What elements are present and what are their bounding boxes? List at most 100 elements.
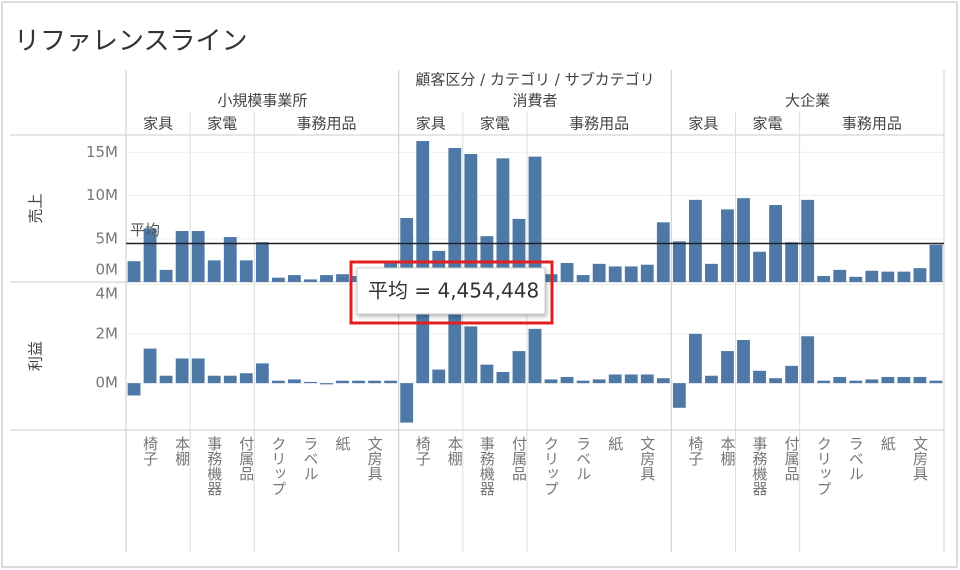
bar bbox=[448, 147, 462, 282]
bar bbox=[656, 378, 670, 384]
row-label: 売上 bbox=[27, 193, 45, 223]
bar bbox=[207, 375, 221, 384]
bar bbox=[688, 199, 702, 282]
bar bbox=[785, 242, 799, 282]
bar bbox=[640, 374, 654, 384]
bar bbox=[143, 228, 157, 282]
bar bbox=[560, 376, 574, 384]
x-tick-label: 事務機器 bbox=[478, 436, 496, 496]
bar bbox=[913, 376, 927, 384]
bar bbox=[785, 365, 799, 384]
bar bbox=[512, 218, 526, 282]
bar bbox=[480, 364, 494, 384]
bar bbox=[464, 154, 478, 282]
bar bbox=[897, 271, 911, 282]
bar bbox=[191, 230, 205, 282]
bar bbox=[929, 244, 943, 282]
bar bbox=[400, 218, 414, 282]
bar bbox=[223, 375, 237, 384]
category-label: 事務用品 bbox=[569, 115, 629, 133]
reference-label: 平均 bbox=[130, 221, 160, 239]
bar bbox=[753, 370, 766, 384]
x-tick-label: ラベル bbox=[574, 436, 592, 481]
x-tick-label: ラベル bbox=[847, 436, 865, 481]
bar bbox=[223, 237, 237, 282]
bar bbox=[528, 328, 542, 384]
x-tick-label: 文房具 bbox=[366, 436, 384, 481]
x-tick-label: 付属品 bbox=[510, 436, 528, 481]
bar bbox=[159, 269, 173, 282]
bar bbox=[881, 376, 895, 384]
segment-label: 消費者 bbox=[512, 92, 557, 110]
y-tick-label: 0M bbox=[96, 261, 119, 279]
x-tick-label: クリップ bbox=[815, 436, 833, 496]
x-tick-label: 文房具 bbox=[911, 436, 929, 481]
bar bbox=[336, 380, 349, 384]
segment-label: 小規模事業所 bbox=[217, 92, 307, 110]
bar bbox=[304, 279, 317, 282]
bar bbox=[849, 276, 863, 282]
x-tick-label: 付属品 bbox=[783, 436, 801, 481]
bar bbox=[175, 358, 189, 384]
y-tick-label: 2M bbox=[96, 324, 119, 342]
category-label: 家電 bbox=[207, 115, 237, 133]
column-header: 顧客区分 / カテゴリ / サブカテゴリ bbox=[415, 71, 654, 89]
tooltip: 平均 = 4,454,448 bbox=[349, 260, 554, 325]
bar bbox=[721, 351, 734, 384]
highlight-box bbox=[349, 260, 554, 325]
segment-label: 大企業 bbox=[785, 92, 830, 110]
bar bbox=[640, 264, 654, 282]
x-tick-label: 椅子 bbox=[414, 436, 432, 466]
bar bbox=[624, 266, 638, 282]
tooltip-box bbox=[356, 267, 546, 315]
bar bbox=[592, 263, 606, 282]
x-tick-label: クリップ bbox=[269, 436, 287, 496]
chart-title: リファレンスライン bbox=[14, 27, 247, 57]
bar bbox=[271, 380, 285, 384]
bar bbox=[528, 156, 542, 282]
row-label: 利益 bbox=[27, 341, 45, 371]
x-tick-label: 付属品 bbox=[237, 436, 255, 481]
y-tick-label: 0M bbox=[96, 374, 119, 392]
bar bbox=[255, 242, 269, 282]
bar bbox=[432, 369, 446, 384]
bar bbox=[320, 275, 333, 282]
bar bbox=[191, 358, 205, 384]
x-tick-label: 椅子 bbox=[686, 436, 704, 466]
bar bbox=[672, 383, 686, 408]
bar bbox=[753, 251, 766, 282]
bar bbox=[239, 373, 253, 384]
bar bbox=[512, 351, 526, 384]
x-tick-label: 本棚 bbox=[173, 436, 191, 466]
bar bbox=[592, 379, 606, 384]
bar bbox=[143, 348, 157, 384]
bar bbox=[929, 380, 943, 384]
bar bbox=[560, 262, 574, 282]
x-tick-label: クリップ bbox=[542, 436, 560, 496]
bar bbox=[865, 379, 879, 384]
x-tick-label: 本棚 bbox=[718, 436, 736, 466]
y-tick-label: 15M bbox=[86, 143, 118, 161]
x-tick-label: 紙 bbox=[606, 436, 624, 452]
bar bbox=[464, 326, 478, 384]
bar bbox=[544, 379, 558, 384]
bar bbox=[127, 261, 141, 282]
bar bbox=[255, 363, 269, 384]
bar bbox=[833, 376, 847, 384]
x-tick-label: 椅子 bbox=[141, 436, 159, 466]
category-label: 家電 bbox=[480, 115, 510, 133]
bar bbox=[496, 372, 510, 384]
bar bbox=[336, 274, 349, 282]
bar bbox=[801, 336, 815, 384]
bar bbox=[287, 379, 301, 384]
bar bbox=[304, 381, 317, 384]
bar bbox=[672, 241, 686, 282]
x-tick-label: 事務機器 bbox=[751, 436, 769, 496]
x-tick-label: 紙 bbox=[879, 436, 897, 452]
bar bbox=[320, 383, 333, 385]
x-tick-label: 文房具 bbox=[638, 436, 656, 481]
bar bbox=[705, 263, 718, 282]
category-label: 家電 bbox=[753, 115, 783, 133]
bar bbox=[624, 374, 638, 384]
